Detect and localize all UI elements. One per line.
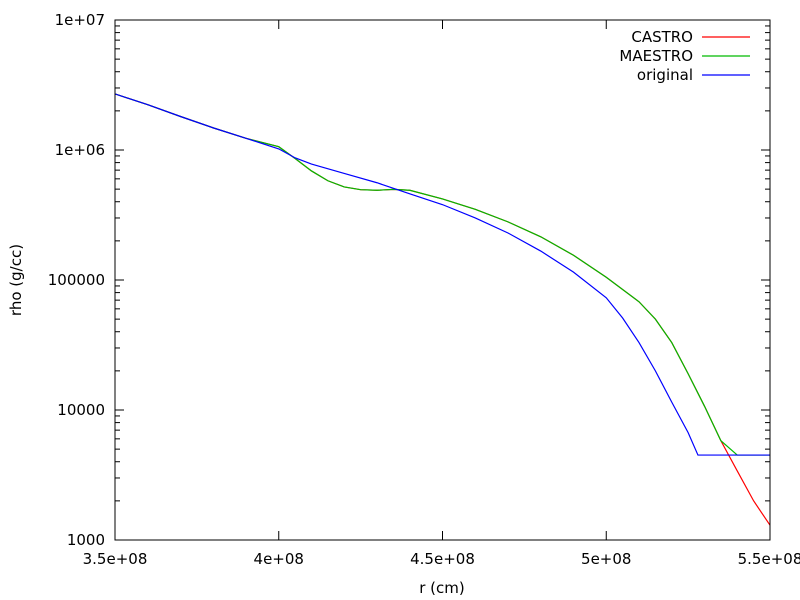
x-tick-label: 4e+08 xyxy=(254,550,304,568)
y-tick-label: 1e+06 xyxy=(55,141,105,159)
y-tick-label: 1e+07 xyxy=(55,11,105,29)
y-axis-label: rho (g/cc) xyxy=(7,244,25,316)
plot-frame xyxy=(114,19,771,541)
x-tick-label: 3.5e+08 xyxy=(83,550,148,568)
series-line-castro xyxy=(115,93,770,526)
series-lines xyxy=(115,93,770,526)
axis-ticks xyxy=(114,19,771,541)
series-line-maestro xyxy=(115,93,770,456)
x-tick-label: 4.5e+08 xyxy=(410,550,475,568)
y-tick-label: 1000 xyxy=(67,531,105,549)
tick-labels: 3.5e+08 4e+08 4.5e+08 5e+08 5.5e+08 1000 10000… xyxy=(48,11,800,568)
y-tick-label: 100000 xyxy=(48,271,105,289)
x-tick-label: 5e+08 xyxy=(581,550,631,568)
legend-label: MAESTRO xyxy=(619,47,693,65)
y-tick-label: 10000 xyxy=(57,401,105,419)
x-tick-label: 5.5e+08 xyxy=(738,550,800,568)
x-axis-label: r (cm) xyxy=(419,579,465,597)
legend-label: CASTRO xyxy=(631,28,693,46)
series-line-original xyxy=(115,93,770,456)
legend-label: original xyxy=(637,66,693,84)
